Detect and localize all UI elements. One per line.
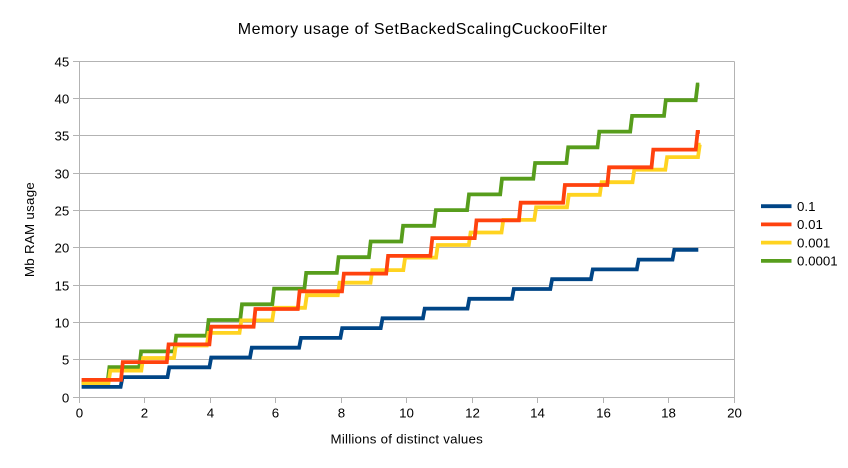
svg-text:2: 2 [141, 406, 148, 421]
svg-text:40: 40 [55, 91, 70, 106]
svg-text:30: 30 [55, 166, 70, 181]
svg-text:25: 25 [55, 203, 70, 218]
svg-text:Millions of distinct values: Millions of distinct values [331, 432, 484, 447]
svg-text:20: 20 [55, 240, 70, 255]
svg-text:0.01: 0.01 [797, 217, 823, 232]
svg-text:0.0001: 0.0001 [797, 254, 838, 269]
svg-text:20: 20 [727, 406, 742, 421]
svg-text:15: 15 [55, 278, 70, 293]
svg-text:5: 5 [62, 352, 69, 367]
svg-text:12: 12 [465, 406, 480, 421]
svg-text:10: 10 [55, 315, 70, 330]
svg-text:Memory usage of SetBackedScali: Memory usage of SetBackedScalingCuckooFi… [238, 21, 608, 38]
svg-text:0: 0 [76, 406, 83, 421]
svg-text:0.1: 0.1 [797, 199, 816, 214]
svg-text:4: 4 [207, 406, 214, 421]
svg-text:8: 8 [338, 406, 345, 421]
svg-text:6: 6 [272, 406, 279, 421]
svg-text:0: 0 [62, 390, 69, 405]
svg-text:18: 18 [661, 406, 676, 421]
svg-text:14: 14 [530, 406, 545, 421]
svg-text:45: 45 [55, 54, 70, 69]
svg-text:16: 16 [596, 406, 611, 421]
svg-text:0.001: 0.001 [797, 235, 830, 250]
svg-text:Mb RAM usage: Mb RAM usage [22, 182, 37, 277]
svg-text:35: 35 [55, 128, 70, 143]
svg-text:10: 10 [399, 406, 414, 421]
